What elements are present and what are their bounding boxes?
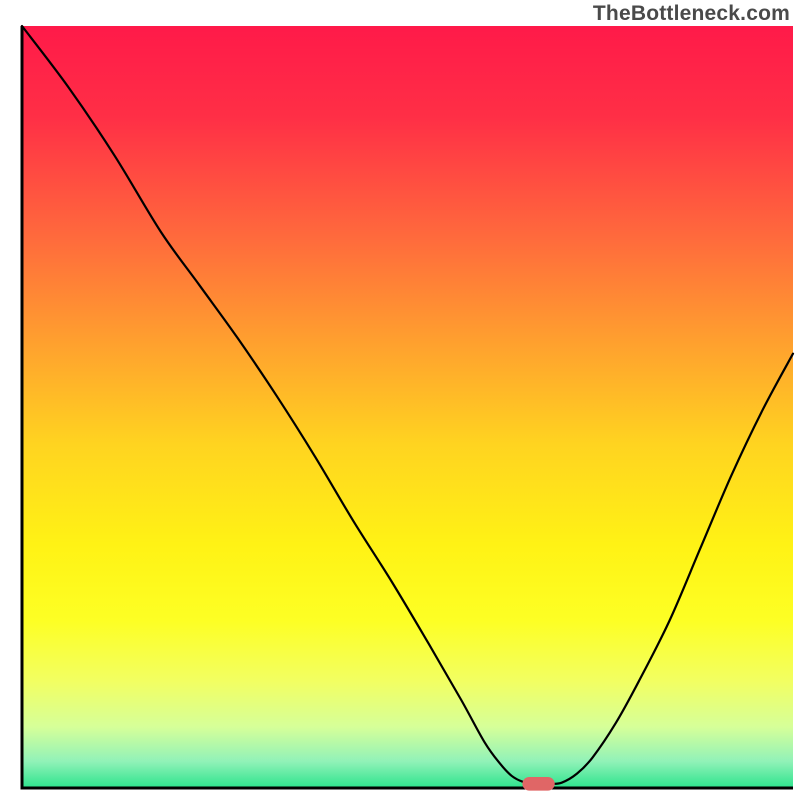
optimal-point-marker xyxy=(522,777,554,791)
plot-background-gradient xyxy=(22,26,793,788)
chart-container: TheBottleneck.com xyxy=(0,0,800,800)
watermark-text: TheBottleneck.com xyxy=(593,2,790,26)
bottleneck-curve-chart xyxy=(0,0,800,800)
